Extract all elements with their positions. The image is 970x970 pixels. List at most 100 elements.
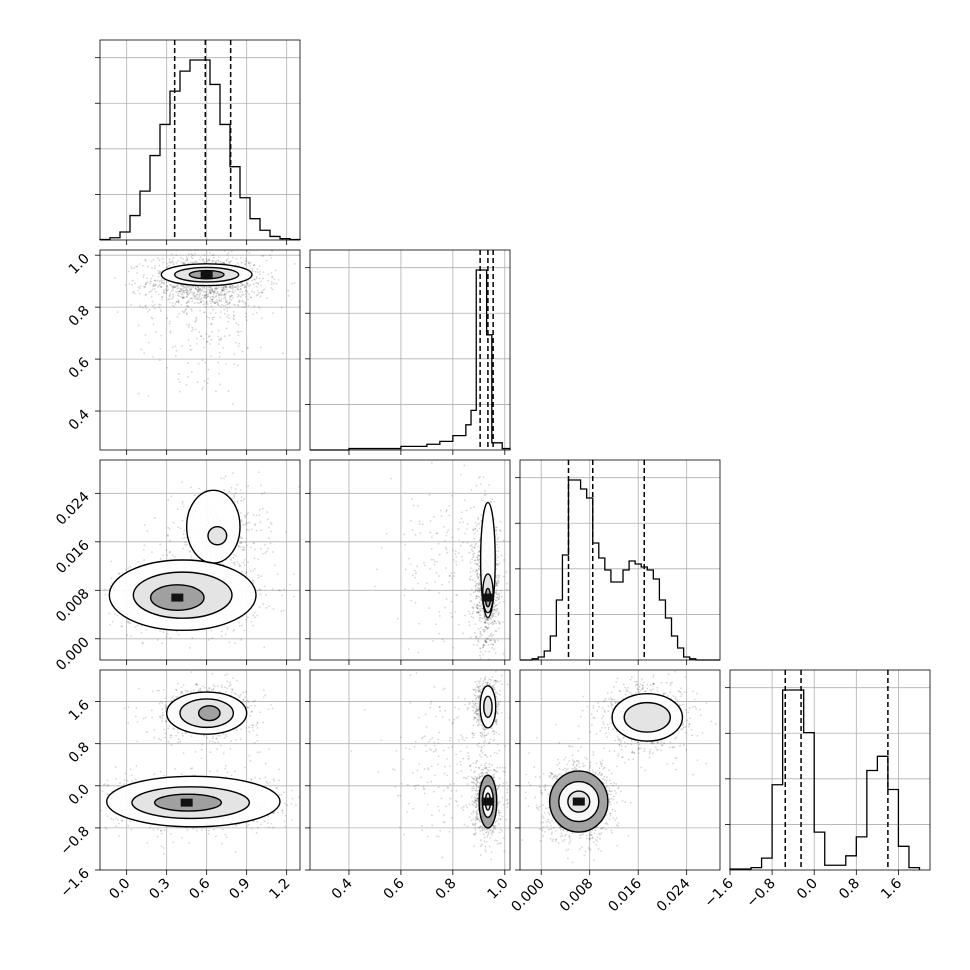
sample-point — [210, 629, 213, 632]
sample-point — [484, 650, 487, 653]
sample-point — [283, 791, 285, 794]
sample-point — [236, 501, 239, 504]
sample-point — [478, 550, 481, 553]
sample-point — [474, 559, 476, 562]
sample-point — [225, 663, 227, 665]
sample-point — [162, 261, 164, 264]
sample-point — [157, 257, 160, 260]
sample-point — [252, 569, 255, 572]
sample-point — [479, 605, 481, 608]
sample-point — [477, 551, 480, 554]
sample-point — [436, 560, 439, 563]
sample-point — [476, 556, 479, 559]
sample-point — [187, 290, 190, 293]
sample-point — [475, 635, 478, 638]
sample-point — [460, 511, 463, 514]
sample-point — [478, 581, 481, 584]
sample-point — [496, 543, 499, 546]
sample-point — [245, 259, 248, 262]
sample-point — [476, 644, 479, 647]
sample-point — [493, 603, 496, 605]
sample-point — [267, 708, 270, 711]
sample-point — [450, 572, 453, 575]
sample-point — [194, 252, 196, 255]
sample-point — [207, 286, 210, 289]
sample-point — [228, 490, 231, 493]
sample-point — [230, 250, 233, 253]
sample-point — [486, 638, 489, 640]
sample-point — [186, 304, 188, 307]
sample-point — [169, 283, 172, 286]
sample-point — [199, 688, 202, 691]
sample-point — [469, 575, 472, 578]
sample-point — [226, 301, 229, 304]
sample-point — [228, 685, 231, 688]
sample-point — [205, 333, 208, 335]
sample-point — [175, 349, 178, 352]
sample-point — [235, 729, 238, 732]
sample-point — [473, 603, 476, 606]
sample-point — [161, 257, 164, 260]
sample-point — [429, 568, 432, 570]
sample-point — [199, 288, 202, 291]
sample-point — [172, 285, 175, 288]
sample-point — [244, 515, 247, 518]
sample-point — [488, 671, 490, 673]
sample-point — [491, 616, 494, 618]
sample-point — [240, 639, 243, 641]
sample-point — [160, 280, 163, 283]
sample-point — [472, 607, 475, 610]
sample-point — [237, 288, 240, 291]
sample-point — [220, 294, 223, 297]
sample-point — [239, 257, 242, 259]
sample-point — [136, 721, 139, 723]
sample-point — [481, 617, 484, 620]
sample-point — [190, 558, 193, 560]
sample-point — [215, 260, 218, 263]
sample-point — [180, 289, 183, 291]
sample-point — [224, 304, 227, 307]
sample-point — [226, 315, 228, 318]
sample-point — [161, 642, 164, 645]
sample-point — [223, 477, 225, 480]
sample-point — [451, 494, 453, 497]
sample-point — [230, 740, 232, 743]
sample-point — [435, 532, 438, 535]
sample-point — [244, 285, 246, 288]
sample-point — [223, 262, 226, 265]
sample-point — [452, 646, 455, 649]
sample-point — [227, 261, 230, 263]
sample-point — [190, 253, 193, 255]
sample-point — [153, 279, 156, 282]
sample-point — [204, 311, 206, 314]
sample-point — [226, 673, 229, 676]
sample-point — [486, 627, 488, 629]
sample-point — [155, 331, 157, 333]
sample-point — [240, 541, 243, 544]
sample-point — [477, 637, 480, 640]
sample-point — [182, 684, 185, 687]
sample-point — [498, 601, 501, 604]
sample-point — [228, 285, 231, 288]
sample-point — [158, 280, 161, 283]
sample-point — [198, 289, 201, 291]
sample-point — [244, 262, 247, 265]
sample-point — [217, 329, 220, 332]
sample-point — [225, 285, 228, 288]
sample-point — [495, 611, 497, 614]
sample-point — [199, 298, 202, 301]
sample-point — [155, 290, 157, 293]
sample-point — [474, 580, 476, 583]
sample-point — [456, 594, 459, 597]
sample-point — [484, 622, 487, 625]
sample-point — [227, 320, 230, 323]
sample-point — [492, 633, 495, 636]
sample-point — [500, 596, 503, 598]
sample-point — [281, 594, 284, 597]
sample-point — [486, 661, 488, 663]
sample-point — [248, 521, 251, 524]
sample-point — [213, 685, 216, 688]
sample-point — [247, 304, 250, 307]
sample-point — [190, 690, 192, 693]
sample-point — [269, 542, 272, 545]
